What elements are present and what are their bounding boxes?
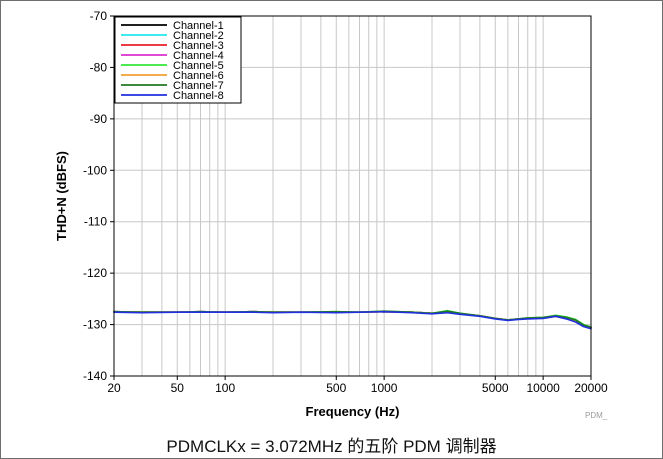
- x-tick-label: 20000: [574, 381, 608, 395]
- x-axis-label: Frequency (Hz): [306, 404, 400, 419]
- legend-label: Channel-6: [173, 70, 224, 82]
- tick-labels: 20 50 100 500 1000 5000 10000 20000 -70 -80 -90 -10…: [83, 9, 608, 395]
- axes: [113, 15, 592, 377]
- y-tick-label: -140: [83, 369, 107, 383]
- x-tick-label: 500: [326, 381, 346, 395]
- legend-label: Channel-8: [173, 90, 224, 102]
- legend: Channel-1Channel-2Channel-3Channel-4Chan…: [114, 16, 242, 104]
- x-tick-label: 10000: [526, 381, 560, 395]
- y-tick-label: -90: [90, 112, 108, 126]
- plot-border: [113, 15, 592, 377]
- legend-box: [114, 16, 242, 104]
- x-tick-label: 50: [171, 381, 185, 395]
- legend-label: Channel-4: [173, 50, 224, 62]
- chart-caption: PDMCLKx = 3.072MHz 的五阶 PDM 调制器: [166, 437, 497, 456]
- x-tick-label: 20: [107, 381, 121, 395]
- legend-label: Channel-7: [173, 80, 224, 92]
- y-tick-label: -110: [84, 215, 107, 229]
- y-tick-label: -130: [83, 318, 107, 332]
- y-tick-label: -100: [83, 163, 107, 177]
- x-tick-label: 100: [215, 381, 235, 395]
- legend-label: Channel-3: [173, 40, 224, 52]
- legend-label: Channel-1: [173, 20, 224, 32]
- legend-label: Channel-2: [173, 30, 224, 42]
- y-tick-label: -70: [90, 9, 108, 23]
- legend-label: Channel-5: [173, 60, 224, 72]
- y-tick-label: -120: [83, 266, 107, 280]
- y-tick-label: -80: [90, 60, 108, 74]
- figure-id-watermark: PDM_: [585, 411, 608, 420]
- y-axis-label: THD+N (dBFS): [54, 151, 69, 241]
- series-line: [113, 310, 592, 330]
- series-layer: [113, 309, 592, 330]
- x-tick-label: 5000: [482, 381, 509, 395]
- x-tick-label: 1000: [371, 381, 398, 395]
